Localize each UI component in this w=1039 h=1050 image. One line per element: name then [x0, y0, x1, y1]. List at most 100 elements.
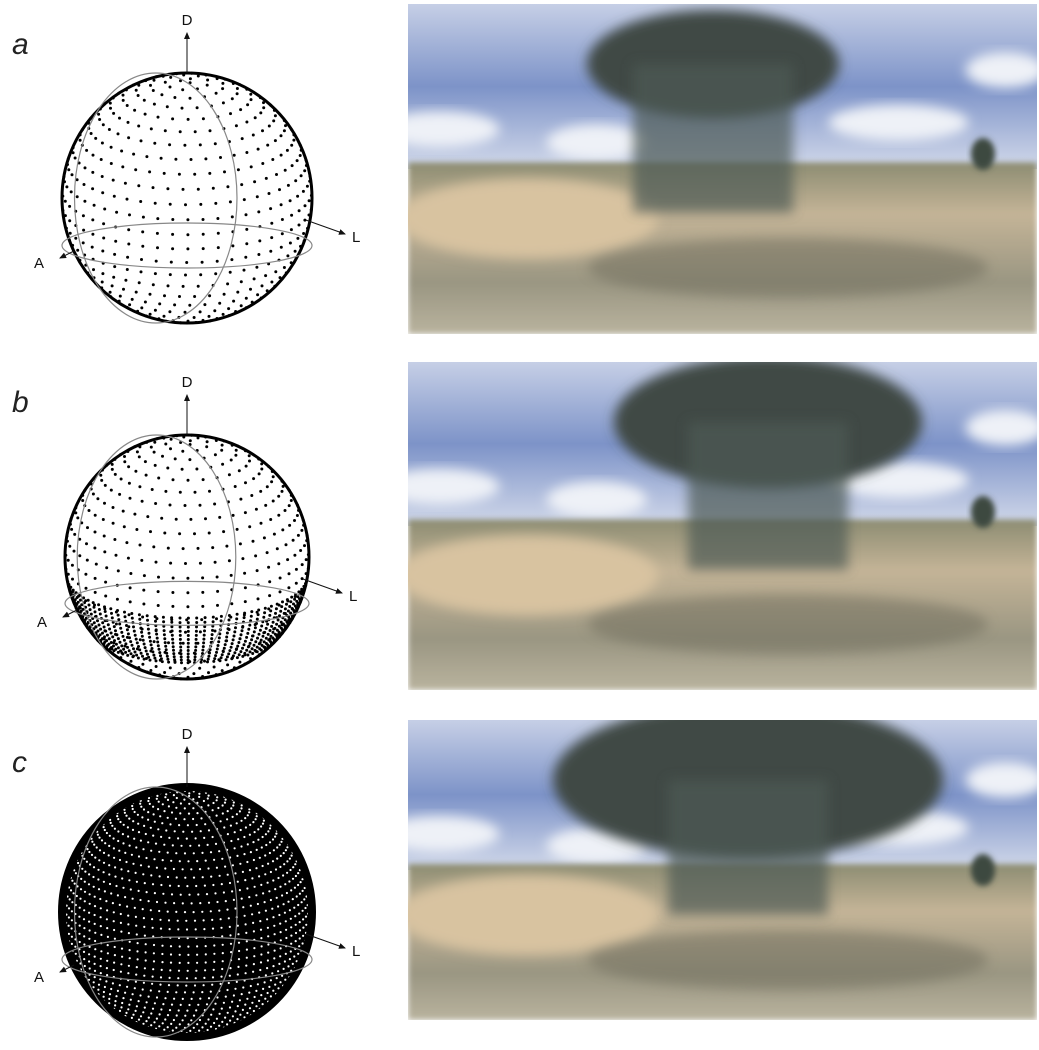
sphere-dot — [133, 513, 136, 516]
sphere-dot — [245, 242, 248, 245]
sphere-dot — [149, 640, 152, 643]
sphere-dot — [148, 632, 151, 635]
sphere-dot — [92, 493, 95, 496]
sphere-dot — [187, 661, 190, 664]
sphere-dot — [272, 965, 274, 967]
sphere-dot — [119, 984, 121, 986]
sphere-dot — [226, 989, 228, 991]
sphere-dot — [210, 851, 212, 853]
sphere-dot — [160, 884, 162, 886]
sphere-dot — [113, 911, 115, 913]
sphere-dot — [108, 637, 111, 640]
sphere-dot — [190, 868, 192, 870]
sphere-dot — [135, 654, 138, 657]
sphere-dot — [257, 903, 259, 905]
sphere-dot — [153, 451, 156, 454]
sphere-dot — [117, 132, 120, 135]
sphere-dot — [206, 1003, 208, 1005]
sphere-dot — [188, 803, 190, 805]
sphere-dot — [169, 562, 172, 565]
sphere-dot — [268, 986, 270, 988]
sphere-dot — [103, 626, 106, 629]
sphere-dot — [201, 591, 204, 594]
sphere-dot — [252, 821, 254, 823]
sphere-dot — [208, 652, 211, 655]
sphere-dot — [141, 616, 144, 619]
sphere-dot — [203, 629, 206, 632]
sphere-dot — [243, 853, 245, 855]
sphere-dot — [231, 97, 234, 100]
sphere-dot — [124, 896, 126, 898]
sphere-dot — [253, 644, 256, 647]
sphere-dot — [258, 642, 261, 645]
sphere-dot — [171, 638, 174, 641]
sphere-dot — [295, 600, 298, 603]
sphere-dot — [104, 610, 107, 613]
sphere-dot — [241, 629, 244, 632]
sphere-dot — [243, 269, 246, 272]
sphere-dot — [152, 927, 154, 929]
sphere-dot — [260, 468, 263, 471]
sphere-dot — [164, 1018, 166, 1020]
sphere-dot — [124, 651, 127, 654]
sphere-dot — [138, 855, 140, 857]
sphere-dot — [259, 857, 261, 859]
sphere-dot — [244, 511, 247, 514]
panel-label: b — [12, 386, 29, 419]
sphere-dot — [123, 611, 126, 614]
sphere-dot — [252, 971, 254, 973]
sphere-dot — [216, 996, 218, 998]
sphere-dot — [245, 465, 248, 468]
sphere-dot — [280, 203, 283, 206]
sphere-dot — [225, 658, 228, 661]
sphere-dot — [225, 545, 228, 548]
sphere-dot — [131, 298, 134, 301]
sphere-dot — [239, 1014, 241, 1016]
sphere-dot — [254, 831, 256, 833]
sphere-dot — [151, 650, 154, 653]
sphere-dot — [196, 106, 199, 109]
axis-label-d: D — [182, 726, 193, 743]
sphere-dot — [156, 641, 159, 644]
sphere-dot — [202, 876, 204, 878]
sphere-dot — [132, 1014, 134, 1016]
sphere-dot — [229, 200, 232, 203]
sphere-dot — [89, 863, 91, 865]
sphere-dot — [168, 919, 170, 921]
sphere-dot — [281, 975, 283, 977]
sphere-dot — [290, 596, 293, 599]
sphere-dot — [221, 1021, 223, 1023]
sphere-dot — [167, 661, 170, 664]
sphere-dot — [240, 280, 243, 283]
sphere-dot — [255, 867, 257, 869]
sphere-dot — [222, 944, 224, 946]
sphere-dot — [155, 561, 158, 564]
sphere-dot — [140, 1015, 142, 1017]
sphere-dot — [174, 661, 177, 664]
sphere-dot — [299, 154, 302, 157]
sphere-dot — [114, 1004, 116, 1006]
sphere-dot — [132, 647, 135, 650]
sphere-dot — [88, 604, 91, 607]
sphere-dot — [268, 614, 271, 617]
sphere-dot — [152, 545, 155, 548]
sphere-dot — [284, 509, 287, 512]
sphere-dot — [71, 564, 74, 567]
sphere-dot — [194, 130, 197, 133]
sphere-dot — [231, 215, 234, 218]
sphere-dot — [187, 659, 190, 662]
sphere-dot — [255, 894, 257, 896]
sphere-dot — [122, 842, 124, 844]
sphere-dot — [177, 837, 179, 839]
sphere-dot — [240, 304, 243, 307]
sphere-dot — [166, 467, 169, 470]
sphere-dot — [202, 233, 205, 236]
sphere-dot — [84, 166, 87, 169]
sphere-dot — [186, 1010, 188, 1012]
sphere-dot — [147, 800, 149, 802]
sphere-dot — [210, 876, 212, 878]
sphere-dot — [79, 139, 82, 142]
sphere-dot — [212, 836, 214, 838]
sphere-dot — [203, 919, 205, 921]
sphere-dot — [205, 860, 207, 862]
